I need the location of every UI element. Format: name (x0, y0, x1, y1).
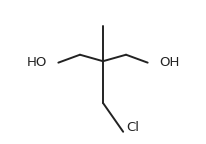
Text: OH: OH (159, 56, 180, 69)
Text: Cl: Cl (126, 121, 139, 134)
Text: HO: HO (26, 56, 47, 69)
